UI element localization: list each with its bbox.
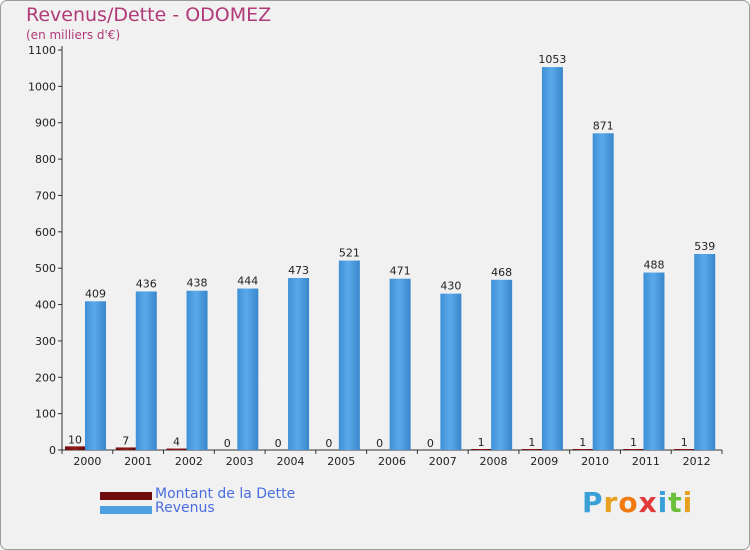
x-tick-label: 2000 [73,455,101,468]
bar-debt [623,449,644,450]
data-label-revenue: 871 [593,119,614,132]
bar-debt [166,448,187,450]
logo-letter: r [603,486,619,519]
data-label-debt: 4 [173,436,180,449]
data-label-revenue: 430 [440,280,461,293]
y-axis: 0 100 200 300 400 500 600 700 800 900 1000 1100 [28,44,63,457]
x-tick-label: 2004 [276,455,304,468]
x-tick-label: 2003 [226,455,254,468]
legend-label-debt: Montant de la Dette [155,486,296,502]
x-tick-label: 2001 [124,455,152,468]
bar-revenue [338,260,360,450]
bar-revenue [389,278,411,450]
y-tick-label: 200 [35,371,56,384]
chart-subtitle: (en milliers d'€) [26,28,121,42]
logo-letter: P [582,486,604,519]
x-axis: 2000 2001 2002 2003 2004 2005 2006 2007 2008 2009… [61,449,723,468]
y-tick-label: 1100 [28,44,56,57]
data-label-revenue: 444 [237,275,258,288]
x-tick-label: 2006 [378,455,406,468]
data-label-debt: 1 [579,436,586,449]
bar-revenue [237,288,259,450]
bar-revenue [288,278,310,450]
legend-swatch-debt [100,492,152,500]
data-label-debt: 1 [681,436,688,449]
data-label-revenue: 468 [491,266,512,279]
data-label-revenue: 488 [643,259,664,272]
data-label-revenue: 409 [85,287,106,300]
y-tick-label: 500 [35,262,56,275]
y-tick-label: 0 [49,444,56,457]
data-label-revenue: 473 [288,264,309,277]
bar-debt [521,449,542,450]
data-label-revenue: 539 [694,240,715,253]
chart-title: Revenus/Dette - ODOMEZ [26,4,272,26]
bar-debt [65,446,85,450]
data-label-debt: 10 [68,433,82,446]
logo-letter: t [668,486,683,519]
bar-revenue [592,133,614,451]
bar-revenue [186,290,208,450]
data-label-revenue: 438 [187,277,208,290]
bar-revenue [85,301,106,450]
y-tick-label: 300 [35,335,56,348]
x-tick-label: 2005 [327,455,355,468]
bars [65,67,716,451]
bar-revenue [643,272,665,450]
logo-letter: o [618,486,639,519]
y-tick-label: 1000 [28,80,56,93]
bar-debt [572,449,593,450]
data-label-debt: 1 [478,436,485,449]
data-label-debt: 0 [224,437,231,450]
bar-revenue [694,254,716,450]
logo-letter: i [682,486,694,519]
bar-revenue [135,291,157,450]
y-tick-label: 100 [35,408,56,421]
proxiti-logo: Proxiti [582,486,693,519]
x-tick-label: 2009 [530,455,558,468]
y-tick-label: 900 [35,117,56,130]
x-tick-label: 2012 [683,455,711,468]
data-labels: 10 409 7 436 4 438 0 444 0 473 0 521 0 471 0 430 1 468 1 10… [68,53,715,450]
x-tick-label: 2002 [175,455,203,468]
data-label-debt: 0 [275,437,282,450]
x-tick-label: 2010 [581,455,609,468]
bar-debt [115,447,136,450]
y-tick-label: 800 [35,153,56,166]
data-label-revenue: 1053 [538,53,566,66]
y-tick-label: 400 [35,299,56,312]
logo-letter: x [638,486,658,519]
x-tick-label: 2008 [480,455,508,468]
x-tick-label: 2011 [632,455,660,468]
data-label-revenue: 436 [136,277,157,290]
data-label-debt: 1 [528,436,535,449]
legend-swatch-revenue [100,506,152,514]
bar-debt [674,449,695,450]
data-label-debt: 0 [325,437,332,450]
bar-revenue [491,279,513,450]
y-tick-label: 700 [35,189,56,202]
data-label-debt: 7 [122,434,129,447]
legend-label-revenue: Revenus [155,500,215,516]
data-label-debt: 0 [427,437,434,450]
logo-letter: i [657,486,669,519]
bar-revenue [440,293,462,450]
bar-revenue [541,67,563,450]
data-label-debt: 0 [376,437,383,450]
y-tick-label: 600 [35,226,56,239]
data-label-revenue: 521 [339,247,360,260]
data-label-revenue: 471 [390,265,411,278]
x-tick-label: 2007 [429,455,457,468]
data-label-debt: 1 [630,436,637,449]
bar-debt [471,449,492,450]
